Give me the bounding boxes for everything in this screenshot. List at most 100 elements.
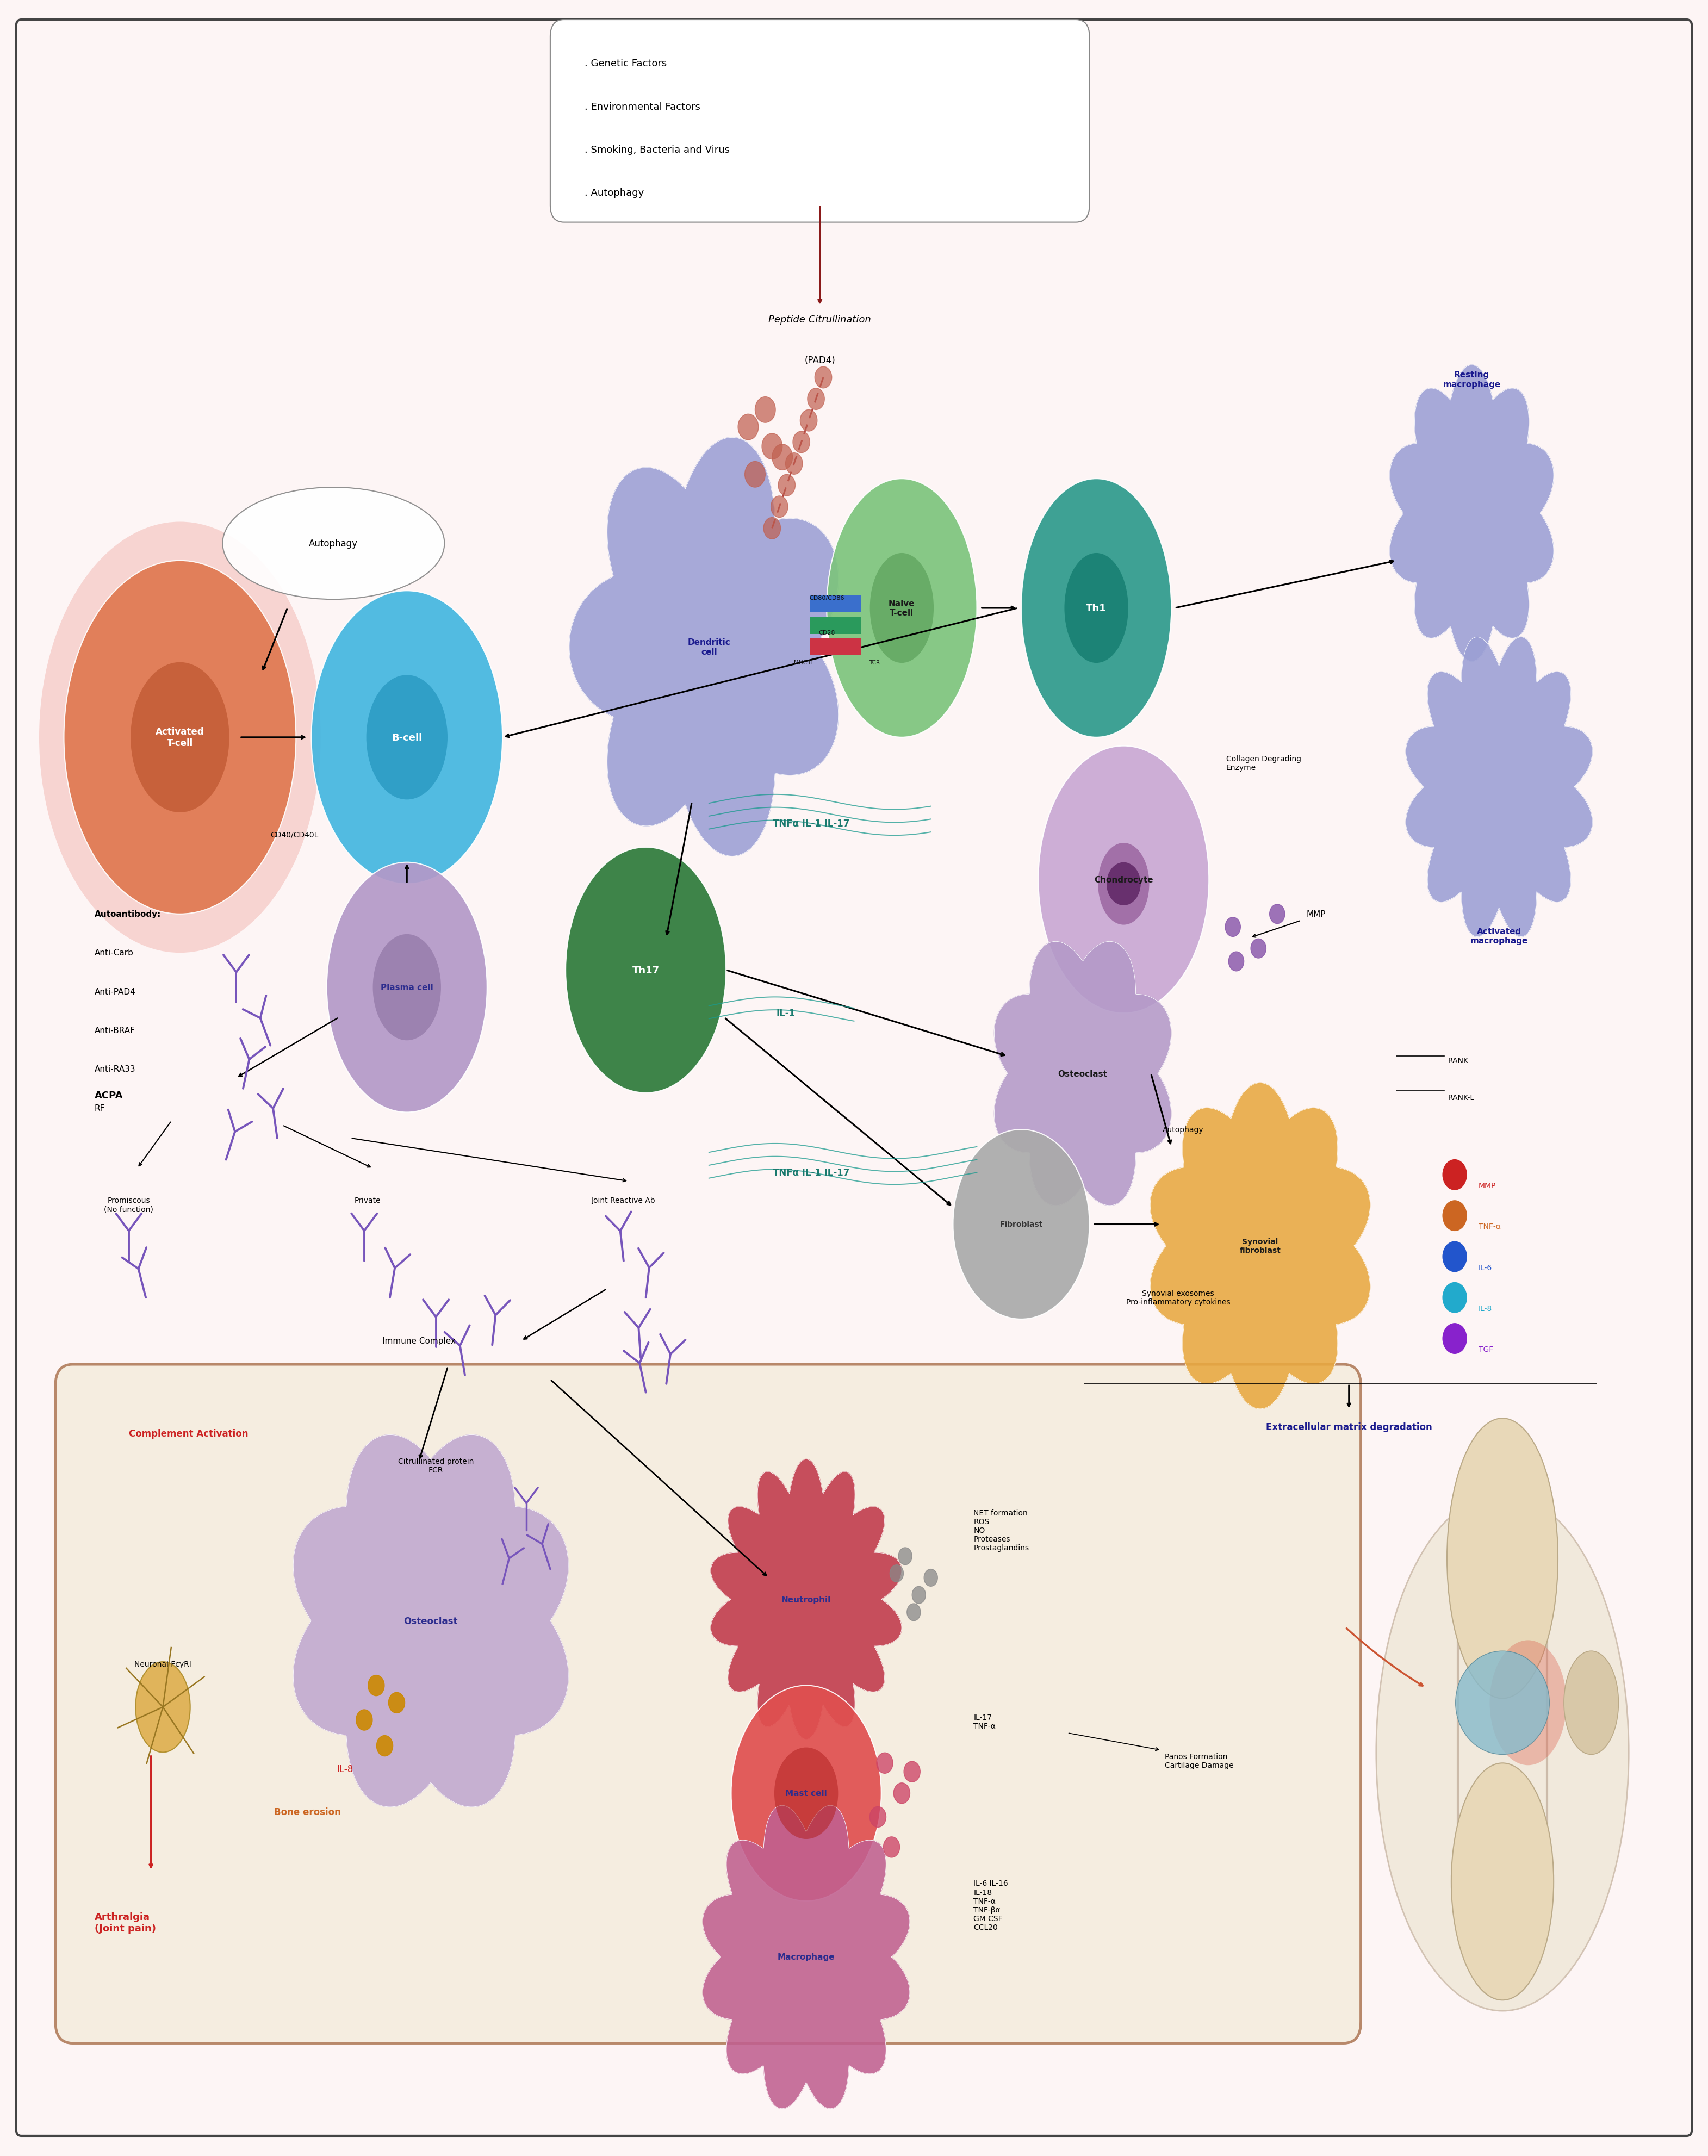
- Circle shape: [808, 388, 825, 410]
- Text: Private: Private: [355, 1197, 381, 1203]
- Circle shape: [786, 453, 803, 474]
- Circle shape: [907, 1604, 921, 1621]
- FancyBboxPatch shape: [55, 1365, 1361, 2044]
- Circle shape: [924, 1570, 938, 1587]
- Circle shape: [799, 410, 816, 431]
- Text: . Autophagy: . Autophagy: [584, 188, 644, 198]
- Circle shape: [745, 461, 765, 487]
- Circle shape: [762, 433, 782, 459]
- Circle shape: [793, 431, 810, 453]
- FancyBboxPatch shape: [15, 19, 1693, 2137]
- Text: Resting
macrophage: Resting macrophage: [1443, 371, 1501, 388]
- Text: Promiscous
(No function): Promiscous (No function): [104, 1197, 154, 1214]
- Text: Bone erosion: Bone erosion: [273, 1807, 340, 1818]
- Ellipse shape: [774, 1749, 839, 1839]
- Text: Osteoclast: Osteoclast: [1057, 1069, 1107, 1078]
- Text: Fibroblast: Fibroblast: [999, 1220, 1044, 1229]
- Circle shape: [883, 1837, 900, 1858]
- Text: Collagen Degrading
Enzyme: Collagen Degrading Enzyme: [1226, 755, 1301, 772]
- FancyBboxPatch shape: [810, 595, 861, 612]
- Circle shape: [1269, 906, 1284, 925]
- Text: IL-8: IL-8: [1479, 1304, 1493, 1313]
- Text: RF: RF: [94, 1104, 106, 1112]
- Ellipse shape: [1565, 1651, 1619, 1755]
- Text: B-cell: B-cell: [391, 733, 422, 742]
- Polygon shape: [711, 1460, 902, 1740]
- Circle shape: [898, 1548, 912, 1565]
- Ellipse shape: [39, 522, 321, 953]
- Text: Synovial exosomes
Pro-inflammatory cytokines: Synovial exosomes Pro-inflammatory cytok…: [1126, 1289, 1230, 1307]
- Circle shape: [904, 1761, 921, 1783]
- Ellipse shape: [1377, 1494, 1629, 2012]
- Text: Activated
T-cell: Activated T-cell: [155, 727, 205, 748]
- Text: MHC II: MHC II: [794, 660, 811, 666]
- Text: Peptide Citrullination: Peptide Citrullination: [769, 315, 871, 326]
- Text: Naive
T-cell: Naive T-cell: [888, 599, 915, 617]
- Text: Panos Formation
Cartilage Damage: Panos Formation Cartilage Damage: [1165, 1753, 1233, 1770]
- Circle shape: [388, 1692, 405, 1714]
- Circle shape: [770, 496, 787, 517]
- Text: Immune Complex: Immune Complex: [383, 1337, 456, 1345]
- Text: TCR: TCR: [869, 660, 880, 666]
- Polygon shape: [994, 942, 1172, 1205]
- Circle shape: [367, 1675, 384, 1697]
- Ellipse shape: [366, 675, 447, 800]
- Text: CD80/CD86: CD80/CD86: [810, 595, 844, 602]
- Text: IL-8: IL-8: [336, 1764, 354, 1774]
- Text: Autoantibody:: Autoantibody:: [94, 910, 161, 918]
- Ellipse shape: [1447, 1419, 1558, 1699]
- Ellipse shape: [311, 591, 502, 884]
- Text: IL-1: IL-1: [775, 1009, 796, 1018]
- Text: MMP: MMP: [1307, 910, 1325, 918]
- Circle shape: [738, 414, 758, 440]
- Text: IL-17
TNF-α: IL-17 TNF-α: [974, 1714, 996, 1729]
- Ellipse shape: [135, 1662, 190, 1753]
- Text: MMP: MMP: [1479, 1181, 1496, 1190]
- Text: Anti-PAD4: Anti-PAD4: [94, 987, 137, 996]
- Text: RANK: RANK: [1448, 1056, 1469, 1065]
- Ellipse shape: [130, 662, 229, 813]
- Text: TGF: TGF: [1479, 1345, 1493, 1354]
- Text: . Environmental Factors: . Environmental Factors: [584, 101, 700, 112]
- Text: IL-6: IL-6: [1479, 1263, 1493, 1272]
- Text: ACPA: ACPA: [94, 1091, 123, 1100]
- Polygon shape: [569, 438, 839, 856]
- Polygon shape: [1390, 364, 1554, 662]
- Ellipse shape: [1021, 479, 1172, 737]
- Text: Autophagy: Autophagy: [309, 539, 359, 548]
- Text: Citrullinated protein
FCR: Citrullinated protein FCR: [398, 1457, 473, 1475]
- Text: Joint Reactive Ab: Joint Reactive Ab: [591, 1197, 656, 1203]
- FancyBboxPatch shape: [810, 638, 861, 655]
- Circle shape: [779, 474, 796, 496]
- Polygon shape: [1406, 638, 1592, 938]
- FancyBboxPatch shape: [550, 19, 1090, 222]
- Circle shape: [1228, 953, 1243, 972]
- Ellipse shape: [953, 1130, 1090, 1319]
- Circle shape: [890, 1565, 904, 1583]
- FancyBboxPatch shape: [810, 617, 861, 634]
- Polygon shape: [702, 1805, 910, 2109]
- Circle shape: [1225, 918, 1240, 938]
- Ellipse shape: [326, 862, 487, 1112]
- Ellipse shape: [827, 479, 977, 737]
- Circle shape: [893, 1783, 910, 1805]
- Ellipse shape: [1452, 1764, 1554, 2001]
- Ellipse shape: [1064, 554, 1129, 664]
- Text: Autophagy: Autophagy: [1163, 1125, 1204, 1134]
- Text: Plasma cell: Plasma cell: [381, 983, 434, 992]
- Circle shape: [1443, 1283, 1467, 1313]
- Text: Mast cell: Mast cell: [786, 1789, 827, 1798]
- Text: TNFα IL-1 IL-17: TNFα IL-1 IL-17: [774, 819, 851, 828]
- Text: Th1: Th1: [1086, 604, 1107, 612]
- Text: Chondrocyte: Chondrocyte: [1095, 875, 1153, 884]
- Text: CD28: CD28: [818, 630, 835, 636]
- Text: NET formation
ROS
NO
Proteases
Prostaglandins: NET formation ROS NO Proteases Prostagla…: [974, 1509, 1028, 1552]
- Text: Complement Activation: Complement Activation: [128, 1429, 248, 1438]
- Text: Th17: Th17: [632, 966, 659, 975]
- Ellipse shape: [372, 934, 441, 1041]
- Ellipse shape: [1455, 1651, 1549, 1755]
- Polygon shape: [294, 1436, 569, 1807]
- Polygon shape: [1149, 1082, 1370, 1410]
- Ellipse shape: [731, 1686, 881, 1902]
- Text: Activated
macrophage: Activated macrophage: [1471, 927, 1529, 944]
